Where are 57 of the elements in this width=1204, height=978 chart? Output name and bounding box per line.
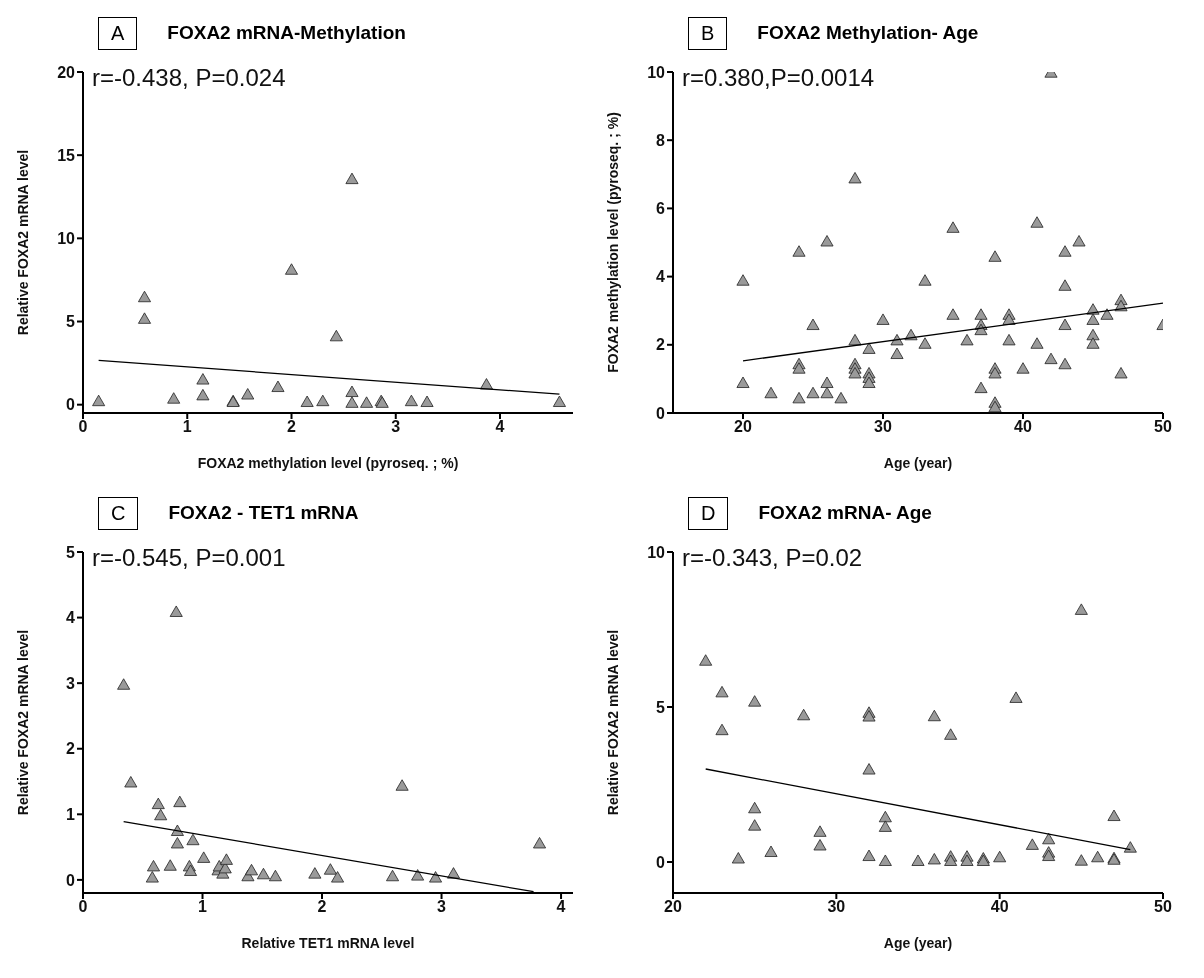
x-tick-label: 2: [287, 418, 297, 436]
x-axis-title: FOXA2 methylation level (pyroseq. ; %): [197, 455, 459, 471]
x-tick-label: 0: [78, 898, 88, 916]
chart-title: FOXA2 mRNA- Age: [758, 502, 932, 524]
x-axis-title: Age (year): [883, 935, 953, 951]
x-tick-label: 1: [182, 418, 192, 436]
y-axis-title: Relative FOXA2 mRNA level: [604, 629, 621, 816]
chart-title: FOXA2 - TET1 mRNA: [168, 502, 359, 524]
y-axis-title: FOXA2 methylation level (pyroseq. ; %): [604, 112, 621, 373]
y-tick-label: 8: [656, 131, 666, 149]
annotation: r=-0.545, P=0.001: [92, 544, 286, 572]
y-tick-label: 10: [647, 63, 666, 81]
text: B: [688, 16, 728, 50]
y-tick-label: 2: [656, 336, 666, 354]
y-tick-label: 10: [647, 543, 666, 561]
y-tick-label: 0: [66, 396, 76, 414]
y-tick-label: 15: [57, 146, 76, 164]
annotation: r=-0.438, P=0.024: [92, 64, 286, 92]
x-tick-label: 30: [827, 898, 846, 916]
chart-title: FOXA2 Methylation- Age: [757, 22, 979, 44]
x-tick-label: 20: [734, 418, 752, 436]
x-tick-label: 30: [874, 418, 892, 436]
y-tick-label: 4: [656, 268, 666, 286]
x-tick-label: 4: [495, 418, 505, 436]
y-tick-label: 5: [66, 543, 76, 561]
x-tick-label: 0: [78, 418, 88, 436]
chart-title: FOXA2 mRNA-Methylation: [167, 22, 406, 44]
x-tick-label: 3: [391, 418, 401, 436]
annotation: r=0.380,P=0.0014: [682, 64, 875, 92]
y-tick-label: 2: [66, 740, 76, 758]
y-tick-label: 0: [656, 404, 666, 422]
y-tick-label: 6: [656, 200, 666, 218]
text: A: [98, 16, 138, 50]
x-tick-label: 2: [317, 898, 327, 916]
y-tick-label: 5: [66, 313, 76, 331]
text: D: [688, 496, 729, 530]
x-tick-label: 1: [198, 898, 208, 916]
x-tick-label: 3: [437, 898, 447, 916]
x-tick-label: 50: [1154, 898, 1172, 916]
x-tick-label: 4: [556, 898, 566, 916]
x-axis-title: Age (year): [883, 455, 953, 471]
y-tick-label: 4: [66, 609, 76, 627]
y-tick-label: 20: [57, 63, 76, 81]
y-tick-label: 10: [57, 230, 76, 248]
x-tick-label: 50: [1154, 418, 1172, 436]
x-tick-label: 40: [990, 898, 1009, 916]
x-tick-label: 40: [1014, 418, 1032, 436]
y-tick-label: 3: [66, 674, 76, 692]
y-axis-title: Relative FOXA2 mRNA level: [14, 629, 31, 816]
y-tick-label: 1: [66, 805, 76, 823]
x-axis-title: Relative TET1 mRNA level: [241, 935, 415, 951]
text: C: [98, 496, 139, 530]
y-tick-label: 0: [66, 871, 76, 889]
y-axis-title: Relative FOXA2 mRNA level: [14, 149, 31, 336]
annotation: r=-0.343, P=0.02: [682, 544, 863, 572]
y-tick-label: 5: [656, 698, 666, 716]
y-tick-label: 0: [656, 853, 666, 871]
